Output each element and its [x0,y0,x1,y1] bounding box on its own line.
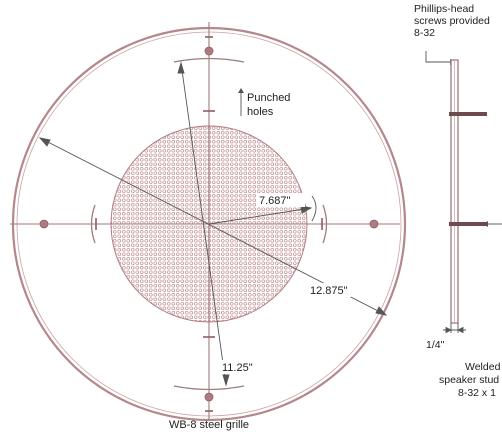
outer-diameter-label-box [307,283,351,297]
centerline-ticks [95,36,323,412]
mounting-span-label: 11.25" [222,362,253,374]
mounting-span-label-box [219,360,259,374]
front-view: 7.687" Punched holes 12.875" 11.25" WB-8… [10,22,407,431]
mounting-brackets [90,57,328,391]
outer-diameter-label: 12.875" [310,285,348,297]
hole-pattern-dimension-label: 7.687" [259,195,291,207]
stud-arrow [483,221,488,227]
screws-label: Phillips-head screws provided 8-32 [414,3,493,39]
mounting-studs [39,46,379,402]
hole-pattern-label-box [256,193,305,207]
punched-holes-arrow [238,88,244,93]
side-view: Phillips-head screws provided 8-32 1/4" [414,3,502,399]
punched-holes-label: Punched holes [247,92,294,118]
hole-pattern-dimension-line [208,195,317,225]
mounting-span-dimension-line [177,61,230,387]
stud-label: Welded speaker stud 8-32 x 1 [439,361,502,399]
screws-leader [425,51,450,63]
thickness-label: 1/4" [426,339,445,351]
thickness-dimension [443,323,466,334]
front-view-caption: WB-8 steel grille [169,419,249,431]
profile-screws [449,112,487,226]
